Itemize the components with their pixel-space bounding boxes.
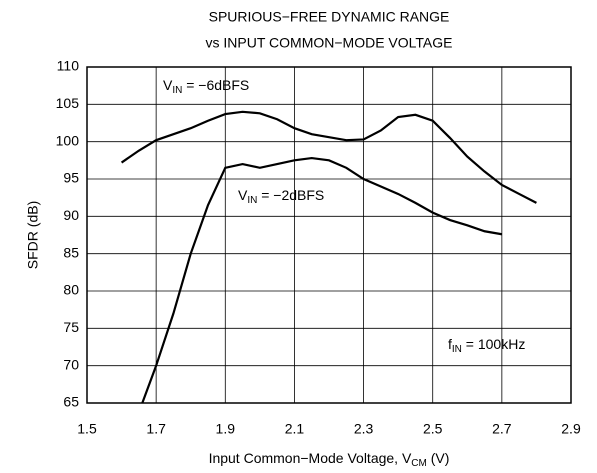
x-tick-label: 2.5 bbox=[423, 421, 443, 437]
x-tick-label: 2.7 bbox=[492, 421, 512, 437]
series-label-part: = −6dBFS bbox=[182, 77, 249, 93]
x-tick-label: 2.3 bbox=[354, 421, 374, 437]
y-tick-label: 70 bbox=[63, 356, 79, 372]
annotation: fIN = 100kHz bbox=[448, 336, 525, 355]
y-tick-label: 75 bbox=[63, 319, 79, 335]
annotation-part: f bbox=[448, 336, 452, 352]
x-tick-label: 1.5 bbox=[77, 421, 97, 437]
x-tick-label: 1.7 bbox=[146, 421, 166, 437]
series-label-part: = −2dBFS bbox=[257, 187, 324, 203]
series-label-part: V bbox=[163, 77, 173, 93]
y-tick-label: 85 bbox=[63, 244, 79, 260]
x-tick-label: 2.1 bbox=[285, 421, 305, 437]
y-tick-label: 105 bbox=[56, 95, 80, 111]
chart-title: vs INPUT COMMON−MODE VOLTAGE bbox=[206, 35, 453, 51]
y-tick-label: 100 bbox=[56, 132, 80, 148]
x-tick-label: 2.9 bbox=[561, 421, 581, 437]
series-label: VIN = −2dBFS bbox=[238, 187, 324, 206]
plot-border bbox=[86, 66, 572, 404]
x-axis-label-part: Input Common−Mode Voltage, V bbox=[209, 450, 412, 466]
y-tick-label: 90 bbox=[63, 207, 79, 223]
line-series bbox=[141, 156, 503, 404]
series-label: VIN = −6dBFS bbox=[163, 77, 249, 96]
y-axis-label: SFDR (dB) bbox=[25, 201, 41, 269]
y-tick-label: 65 bbox=[63, 394, 79, 410]
x-tick-label: 1.9 bbox=[216, 421, 236, 437]
series-label-part: V bbox=[238, 187, 248, 203]
annotation-sub: IN bbox=[452, 344, 462, 355]
y-tick-label: 80 bbox=[63, 282, 79, 298]
y-tick-label: 95 bbox=[63, 170, 79, 186]
chart-title: SPURIOUS−FREE DYNAMIC RANGE bbox=[209, 9, 450, 25]
x-axis-label-sub: CM bbox=[411, 458, 427, 469]
x-axis-label: Input Common−Mode Voltage, VCM (V) bbox=[209, 450, 450, 469]
series-label-sub: IN bbox=[172, 85, 182, 96]
line-series bbox=[120, 110, 537, 204]
series-label-sub: IN bbox=[247, 195, 257, 206]
annotation-part: = 100kHz bbox=[462, 336, 525, 352]
x-axis-label-part: (V) bbox=[427, 450, 450, 466]
y-tick-label: 110 bbox=[57, 58, 80, 74]
